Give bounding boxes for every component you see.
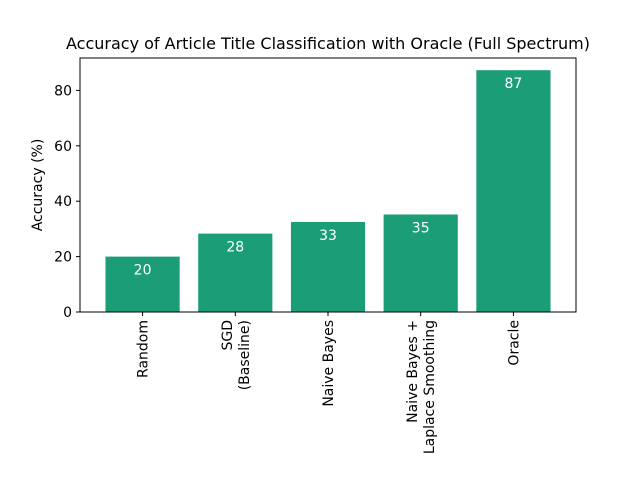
y-tick-label-3: 60 xyxy=(54,139,72,155)
x-tick-label-0-0: Random xyxy=(136,320,152,378)
bar-1 xyxy=(198,233,273,312)
x-tick-label-3-1: Laplace Smoothing xyxy=(422,320,438,454)
plot-frame xyxy=(79,57,577,313)
x-tick-label-2-0: Naive Bayes xyxy=(321,320,337,407)
x-axis: Random SGD (Baseline) Naive Bayes Naive Baye… xyxy=(136,312,522,454)
bars-group xyxy=(105,70,551,313)
x-tick-label-4-0: Oracle xyxy=(506,320,522,366)
chart-title: Accuracy of Article Title Classification… xyxy=(66,34,590,53)
y-tick-label-4: 80 xyxy=(54,83,72,99)
bar-4 xyxy=(476,70,551,313)
bar-value-label-2: 33 xyxy=(319,228,337,244)
bar-value-label-1: 28 xyxy=(226,240,244,256)
bar-2 xyxy=(290,221,366,312)
bar-labels-group: 20 28 33 35 87 xyxy=(134,76,523,278)
y-tick-label-0: 0 xyxy=(63,305,72,321)
x-tick-label-1-1: (Baseline) xyxy=(237,320,253,390)
bar-value-label-0: 20 xyxy=(134,263,152,279)
y-tick-label-2: 40 xyxy=(54,194,72,210)
y-axis-label: Accuracy (%) xyxy=(30,139,46,232)
bar-3 xyxy=(383,214,458,312)
x-tick-label-3-0: Naive Bayes + xyxy=(405,320,421,423)
bar-value-label-3: 35 xyxy=(412,220,430,236)
y-axis: 0 20 40 60 80 xyxy=(54,83,80,321)
y-tick-label-1: 20 xyxy=(54,250,72,266)
bar-0 xyxy=(105,256,180,312)
x-tick-label-1-0: SGD xyxy=(220,320,236,351)
bar-value-label-4: 87 xyxy=(505,76,523,92)
